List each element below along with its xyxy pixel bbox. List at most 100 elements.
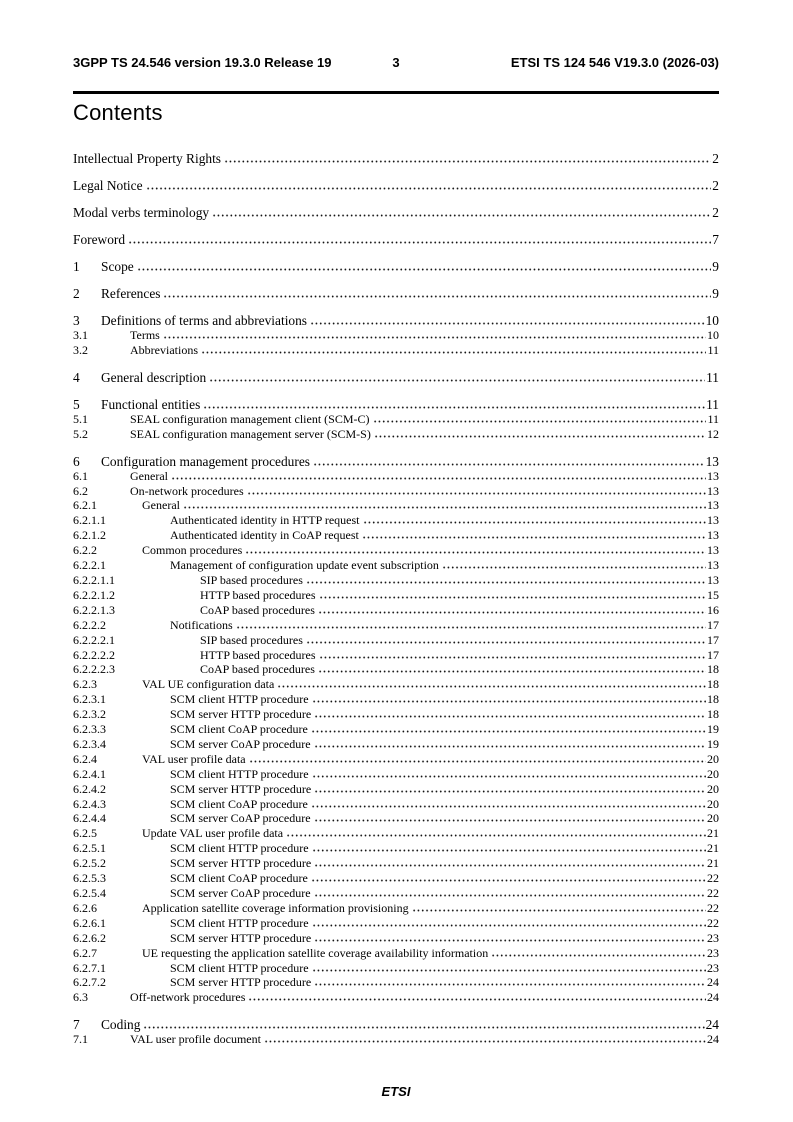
toc-dot-leader (246, 491, 706, 495)
toc-dot-leader (201, 350, 707, 354)
toc-entry-number: 6.2.1.1 (73, 513, 106, 528)
toc-dot-leader (411, 908, 706, 912)
toc-dot-leader (310, 730, 706, 734)
toc-entry-title: Notifications (170, 617, 233, 632)
toc-row: 6.2.2.1.3 CoAP based procedures 16 (73, 603, 719, 618)
toc-entry-number: 5.1 (73, 411, 88, 426)
toc-row: 6.2.3.3 SCM client CoAP procedure 19 (73, 722, 719, 737)
toc-entry-number: 6.2.7.2 (73, 975, 106, 990)
toc-dot-leader (245, 551, 706, 555)
toc-dot-leader (314, 715, 706, 719)
toc-dot-leader (318, 595, 706, 599)
toc-dot-leader (314, 983, 706, 987)
toc-entry-page-number: 24 (707, 990, 719, 1005)
toc-entry-number: 6.2.2 (73, 543, 97, 558)
toc-entry-title: Authenticated identity in CoAP request (170, 528, 359, 543)
toc-entry-title: Coding (101, 1017, 141, 1033)
toc-entry-page-number: 21 (707, 841, 719, 856)
header-rule (73, 91, 719, 94)
toc-entry-number: 6.2.2.2 (73, 617, 106, 632)
toc-dot-leader (441, 566, 706, 570)
toc-entry-page-number: 11 (707, 342, 719, 357)
toc-entry-title: Common procedures (142, 543, 243, 558)
toc-entry-page-number: 13 (707, 483, 719, 498)
toc-row: 6.2.6.2 SCM server HTTP procedure 23 (73, 931, 719, 946)
toc-row: 6.2.3 VAL UE configuration data 18 (73, 677, 719, 692)
toc-dot-leader (277, 685, 706, 689)
toc-entry-title: Scope (101, 259, 134, 274)
toc-dot-leader (263, 1040, 706, 1044)
toc-entry-title: VAL user profile data (142, 751, 246, 766)
toc-entry-title: On-network procedures (130, 483, 244, 498)
toc-entry-title: HTTP based procedures (200, 647, 316, 662)
toc-dot-leader (313, 819, 706, 823)
toc-dot-leader (362, 521, 706, 525)
toc-entry-title: General (130, 468, 168, 483)
toc-entry-page-number: 24 (705, 1017, 719, 1033)
toc-dot-leader (317, 610, 706, 614)
toc-dot-leader (212, 214, 712, 217)
toc-entry-title: SCM client CoAP procedure (170, 722, 308, 737)
page-header: 3GPP TS 24.546 version 19.3.0 Release 19… (73, 55, 719, 70)
toc-entry-number: 6.3 (73, 990, 88, 1005)
toc-dot-leader (209, 378, 706, 382)
toc-entry-page-number: 19 (707, 722, 719, 737)
toc-dot-leader (286, 834, 706, 838)
toc-row: 6.2.5.1 SCM client HTTP procedure 21 (73, 841, 719, 856)
toc-row: Legal Notice 2 (73, 178, 719, 193)
toc-dot-leader (314, 864, 706, 868)
toc-dot-leader (314, 789, 706, 793)
page-footer-etsi: ETSI (381, 1084, 411, 1099)
toc-row: 6.2.5.4 SCM server CoAP procedure 22 (73, 886, 719, 901)
toc-entry-title: General description (101, 369, 207, 385)
toc-dot-leader (310, 879, 706, 883)
toc-entry-page-number: 2 (712, 178, 719, 193)
toc-row: 3.1 Terms 10 (73, 328, 719, 343)
toc-row: 6.2.5.3 SCM client CoAP procedure 22 (73, 871, 719, 886)
toc-entry-title: Terms (130, 328, 160, 342)
toc-row: 6.2.3.1 SCM client HTTP procedure 18 (73, 692, 719, 707)
toc-entry-number: 6.2.5 (73, 826, 97, 841)
toc-row: 6.2.1.2 Authenticated identity in CoAP r… (73, 528, 719, 543)
toc-row: 6.2.2.2.2 HTTP based procedures 17 (73, 648, 719, 663)
toc-row: 6.2.3.4 SCM server CoAP procedure 19 (73, 737, 719, 752)
toc-entry-number: 5.2 (73, 426, 88, 441)
toc-row: 6.2.4.4 SCM server CoAP procedure 20 (73, 811, 719, 826)
toc-entry-title: SCM server HTTP procedure (170, 707, 312, 722)
toc-row: 6.2.2.1.1 SIP based procedures 13 (73, 573, 719, 588)
toc-entry-title: Modal verbs terminology (73, 205, 210, 220)
toc-entry-number: 6.2.4.1 (73, 766, 106, 781)
toc-entry-title: SCM client HTTP procedure (170, 915, 309, 930)
toc-row: 5 Functional entities 11 (73, 397, 719, 412)
toc-entry-page-number: 11 (706, 369, 719, 385)
toc-entry-title: SIP based procedures (200, 632, 303, 647)
toc-entry-number: 3.2 (73, 342, 88, 357)
toc-entry-title: CoAP based procedures (200, 662, 315, 677)
toc-entry-page-number: 17 (707, 647, 719, 662)
toc-entry-page-number: 15 (707, 587, 719, 602)
toc-row: 4 General description 11 (73, 370, 719, 385)
toc-dot-leader (136, 268, 712, 271)
toc-entry-page-number: 13 (707, 558, 719, 573)
toc-entry-page-number: 10 (707, 328, 719, 342)
toc-entry-page-number: 7 (712, 232, 719, 247)
toc-entry-number: 6.2.5.1 (73, 841, 106, 856)
header-left-spec-id: 3GPP TS 24.546 version 19.3.0 Release 19 (73, 55, 332, 70)
toc-entry-number: 6.2.1 (73, 498, 97, 513)
toc-row: 3.2 Abbreviations 11 (73, 343, 719, 358)
header-page-number: 3 (392, 55, 400, 70)
toc-dot-leader (312, 462, 705, 466)
toc-row: 6.2.2.2.3 CoAP based procedures 18 (73, 662, 719, 677)
toc-row: 6.2.7 UE requesting the application sate… (73, 946, 719, 961)
toc-dot-leader (143, 1026, 705, 1030)
toc-entry-title: Authenticated identity in HTTP request (170, 513, 360, 528)
toc-row: 3 Definitions of terms and abbreviations… (73, 313, 719, 328)
toc-entry-title: SCM client HTTP procedure (170, 692, 309, 707)
header-right-spec-id: ETSI TS 124 546 V19.3.0 (2026-03) (510, 55, 720, 70)
toc-entry-page-number: 19 (707, 736, 719, 751)
toc-entry-page-number: 22 (707, 900, 719, 915)
toc-entry-page-number: 17 (707, 617, 719, 632)
toc-entry-title: SCM server CoAP procedure (170, 886, 311, 900)
toc-entry-title: Functional entities (101, 396, 201, 412)
toc-dot-leader (314, 938, 706, 942)
